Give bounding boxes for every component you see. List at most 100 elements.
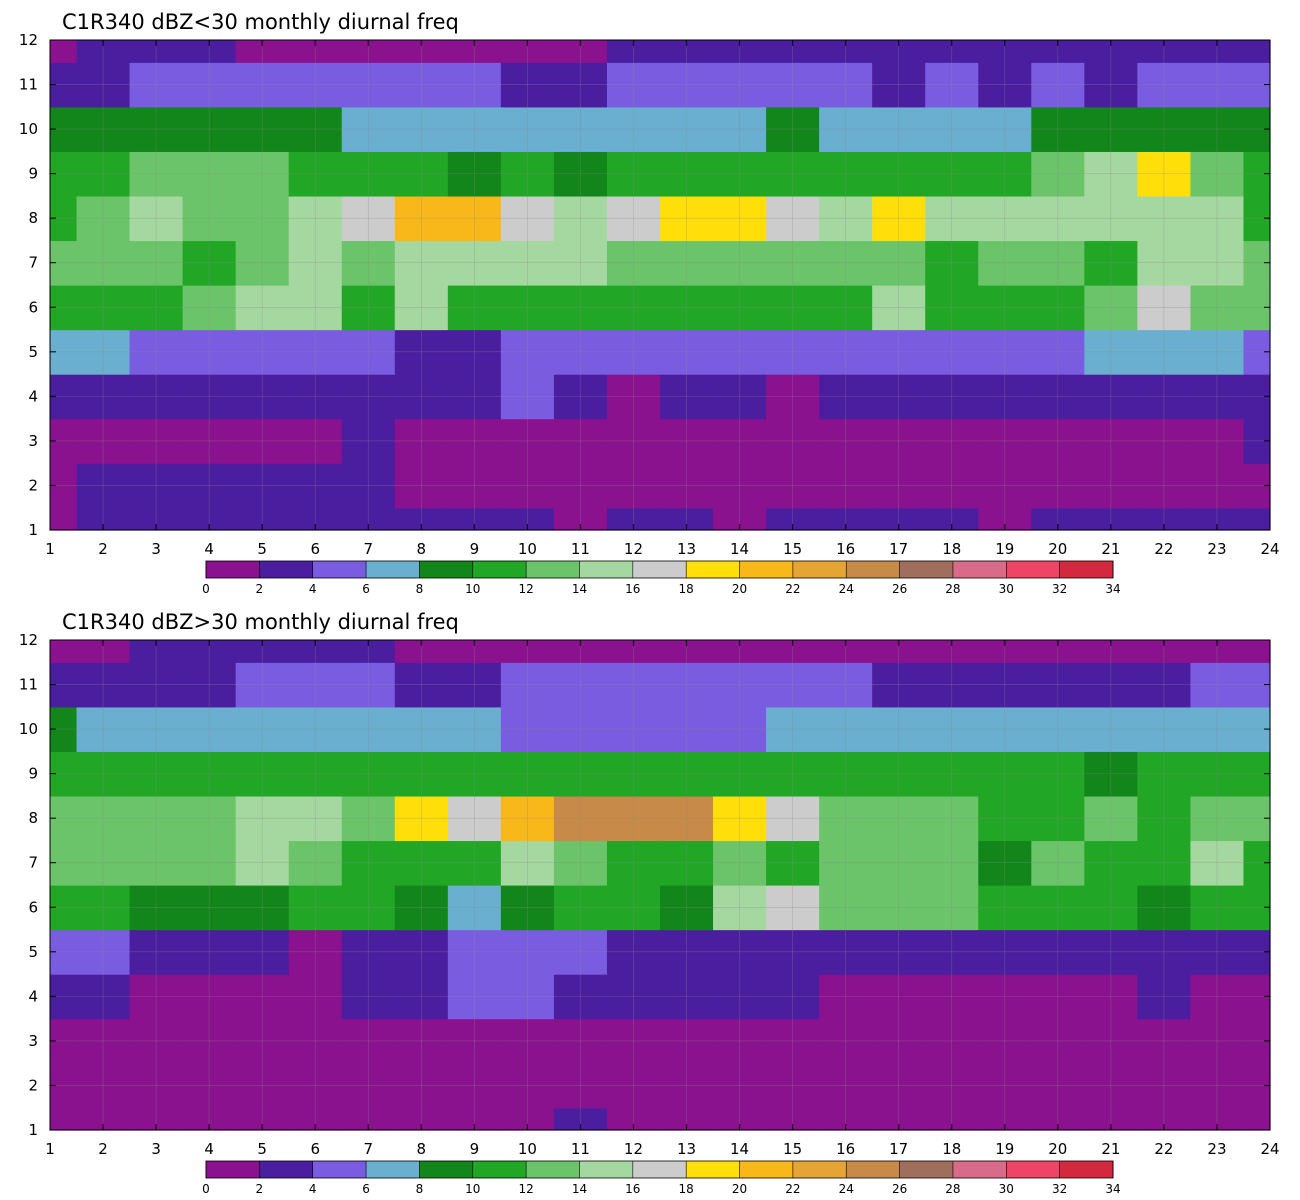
heatmap-cell (235, 706, 290, 752)
heatmap-cell (235, 195, 290, 242)
heatmap-cell (1190, 285, 1245, 331)
heatmap-cell (553, 1107, 608, 1131)
heatmap-cell (766, 195, 820, 242)
x-tick-label: 5 (257, 540, 267, 558)
heatmap-cell (925, 195, 979, 242)
heatmap-cell (447, 195, 502, 242)
heatmap-cell (341, 1063, 396, 1109)
x-tick-label: 16 (836, 540, 855, 558)
heatmap-cell (447, 1063, 502, 1109)
colorbar-tick-label: 28 (945, 1182, 960, 1196)
x-tick-label: 5 (257, 1140, 267, 1158)
heatmap-cell (713, 662, 767, 708)
heatmap-cell (553, 507, 608, 531)
colorbar-swatch (366, 1161, 420, 1178)
heatmap-cell (1190, 706, 1245, 752)
heatmap-cell (819, 62, 873, 108)
y-tick-label: 9 (28, 765, 38, 783)
heatmap-cell (182, 62, 237, 108)
heatmap-cell (50, 1107, 78, 1131)
heatmap-cell (182, 1107, 237, 1131)
heatmap-cell (447, 751, 502, 797)
heatmap-cell (394, 374, 449, 420)
colorbar-swatch (792, 1161, 847, 1178)
heatmap-cell (872, 662, 926, 708)
heatmap-cell (819, 507, 873, 531)
heatmap-cell (500, 329, 555, 375)
heatmap-cell (500, 240, 555, 286)
heatmap-cell (1031, 840, 1085, 886)
heatmap-cell (978, 285, 1032, 331)
heatmap-cell (553, 1063, 608, 1109)
y-tick-label: 1 (28, 521, 38, 539)
heatmap-cell (76, 1018, 131, 1064)
colorbar-swatch (312, 1161, 367, 1178)
heatmap-cell (288, 795, 343, 842)
heatmap-cell (182, 195, 237, 242)
heatmap-cell (76, 706, 131, 752)
heatmap-cell (235, 929, 290, 975)
heatmap-cell (288, 1063, 343, 1109)
heatmap-cell (553, 285, 608, 331)
chart-title: C1R340 dBZ>30 monthly diurnal freq (62, 610, 459, 634)
heatmap-cell (606, 640, 661, 663)
heatmap-cell (766, 418, 820, 464)
heatmap-cell (50, 40, 78, 63)
heatmap-cell (447, 640, 502, 663)
heatmap-cell (713, 1018, 767, 1064)
heatmap-cell (606, 62, 661, 108)
heatmap-cell (1031, 1107, 1085, 1131)
heatmap-cell (872, 640, 926, 663)
heatmap-cell (447, 840, 502, 886)
colorbar-tick-label: 0 (202, 582, 210, 596)
heatmap-cell (713, 418, 767, 464)
x-tick-label: 10 (518, 540, 537, 558)
heatmap-cell (50, 507, 78, 531)
colorbar-swatch (472, 1161, 527, 1178)
colorbar-swatch (952, 1161, 1007, 1178)
heatmap-cell (553, 374, 608, 420)
y-tick-label: 2 (28, 476, 38, 494)
heatmap-cell (1084, 640, 1138, 663)
heatmap-cell (872, 885, 926, 931)
heatmap-cell (766, 885, 820, 931)
heatmap-cell (1190, 240, 1245, 286)
heatmap-cell (447, 1107, 502, 1131)
heatmap-cell (606, 929, 661, 975)
heatmap-cell (660, 795, 714, 842)
heatmap-cell (553, 195, 608, 242)
heatmap-cell (288, 151, 343, 197)
heatmap-cell (129, 662, 184, 708)
heatmap-cell (1137, 795, 1192, 842)
heatmap-cell (819, 463, 873, 509)
heatmap-cell (553, 40, 608, 63)
colorbar-swatch (206, 561, 260, 578)
heatmap-cell (235, 1107, 290, 1131)
colorbar-tick-label: 0 (202, 1182, 210, 1196)
heatmap-cell (606, 507, 661, 531)
heatmap-cell (1031, 751, 1085, 797)
x-tick-label: 15 (783, 540, 802, 558)
heatmap-cell (288, 706, 343, 752)
heatmap-cell (394, 195, 449, 242)
heatmap-cell (394, 929, 449, 975)
heatmap-cell (766, 929, 820, 975)
heatmap-cell (925, 463, 979, 509)
heatmap-cell (978, 195, 1032, 242)
heatmap-cell (978, 640, 1032, 663)
heatmap-cell (182, 463, 237, 509)
colorbar-swatch (1059, 1161, 1114, 1178)
heatmap-cell (1031, 662, 1085, 708)
heatmap-cell (500, 106, 555, 152)
heatmap-cell (500, 662, 555, 708)
colorbar-tick-label: 20 (732, 1182, 747, 1196)
heatmap-cell (1137, 662, 1192, 708)
heatmap-cell (819, 151, 873, 197)
heatmap-cell (500, 885, 555, 931)
heatmap-cell (500, 507, 555, 531)
heatmap-cell (1084, 329, 1138, 375)
colorbar-swatch (1059, 561, 1114, 578)
heatmap-cell (553, 662, 608, 708)
colorbar-tick-label: 30 (999, 1182, 1014, 1196)
heatmap-cell (819, 240, 873, 286)
